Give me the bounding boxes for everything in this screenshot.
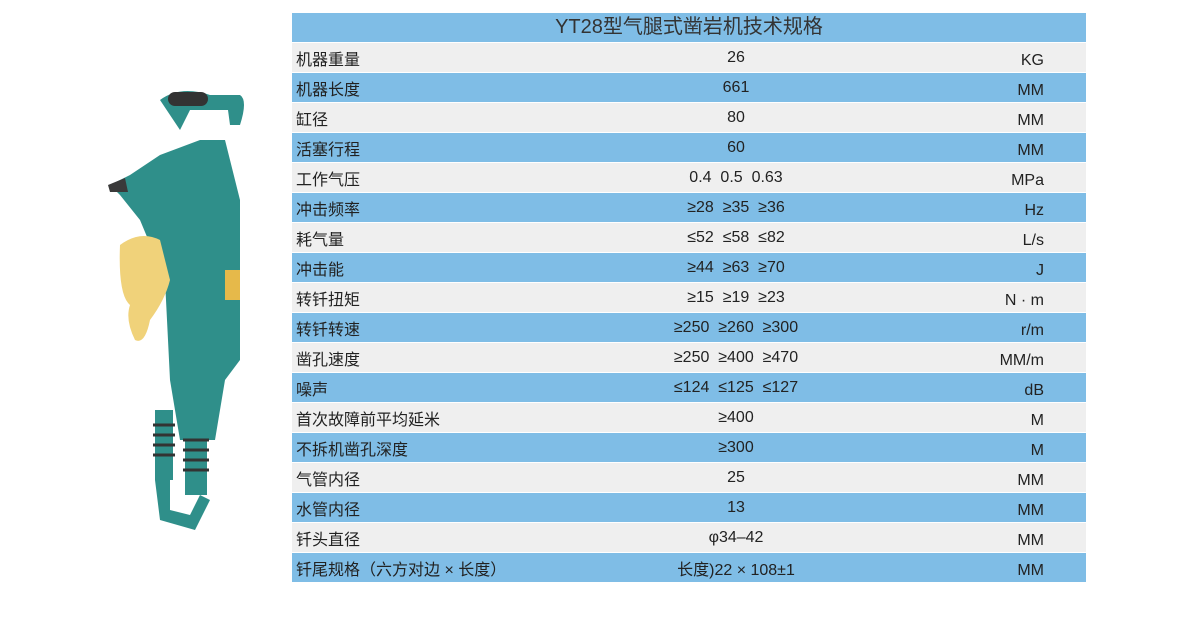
param-value: 13 xyxy=(727,498,745,516)
param-name: 工作气压 xyxy=(296,171,361,189)
table-title: YT28型气腿式凿岩机技术规格 xyxy=(292,13,1086,43)
table-row: 气管内径 25 MM xyxy=(292,463,1086,493)
table-row: 工作气压 0.4 0.5 0.63 MPa xyxy=(292,163,1086,193)
table-row: 耗气量 ≤52 ≤58 ≤82 L/s xyxy=(292,223,1086,253)
param-unit: r/m xyxy=(1020,321,1044,339)
param-unit: N · m xyxy=(1004,291,1044,309)
param-name: 缸径 xyxy=(296,111,329,129)
param-unit: MM/m xyxy=(999,351,1044,369)
table-row: 首次故障前平均延米 ≥400 M xyxy=(292,403,1086,433)
param-unit: dB xyxy=(1024,381,1044,399)
param-name: 噪声 xyxy=(296,381,329,399)
param-name: 转钎转速 xyxy=(296,321,361,339)
param-name: 不拆机凿孔深度 xyxy=(296,441,409,459)
param-unit: MM xyxy=(1017,471,1044,489)
param-unit: MM xyxy=(1017,141,1044,159)
param-unit: Hz xyxy=(1024,201,1044,219)
param-name: 机器重量 xyxy=(296,51,361,69)
param-unit: M xyxy=(1030,411,1044,429)
table-row: 噪声 ≤124 ≤125 ≤127 dB xyxy=(292,373,1086,403)
param-value: 60 xyxy=(727,138,745,156)
param-value: ≥15 ≥19 ≥23 xyxy=(687,288,785,306)
param-value: 26 xyxy=(727,48,745,66)
param-unit: MM xyxy=(1017,111,1044,129)
table-row: 机器长度 661 MM xyxy=(292,73,1086,103)
param-value: ≥300 xyxy=(718,438,754,456)
param-name: 气管内径 xyxy=(296,471,361,489)
table-row: 转钎扭矩 ≥15 ≥19 ≥23 N · m xyxy=(292,283,1086,313)
param-unit: J xyxy=(1036,261,1044,279)
table-row: 钎头直径 φ34–42 MM xyxy=(292,523,1086,553)
table-row: 不拆机凿孔深度 ≥300 M xyxy=(292,433,1086,463)
param-value: ≤124 ≤125 ≤127 xyxy=(673,378,799,396)
table-row: 冲击频率 ≥28 ≥35 ≥36 Hz xyxy=(292,193,1086,223)
param-name: 冲击能 xyxy=(296,261,345,279)
param-unit: MM xyxy=(1017,531,1044,549)
param-name: 首次故障前平均延米 xyxy=(296,411,441,429)
spec-table: YT28型气腿式凿岩机技术规格 机器重量 26 KG 机器长度 661 MM 缸径 80 MM 活… xyxy=(292,13,1086,583)
param-value: 25 xyxy=(727,468,745,486)
param-unit: MM xyxy=(1017,561,1044,579)
rock-drill-image xyxy=(108,91,244,530)
param-name: 活塞行程 xyxy=(296,141,361,159)
param-name: 耗气量 xyxy=(296,231,345,249)
param-name: 凿孔速度 xyxy=(296,351,361,369)
table-row: 冲击能 ≥44 ≥63 ≥70 J xyxy=(292,253,1086,283)
param-unit: KG xyxy=(1020,51,1044,69)
param-name: 冲击频率 xyxy=(296,201,361,219)
table-row: 机器重量 26 KG xyxy=(292,43,1086,73)
param-value: φ34–42 xyxy=(708,528,764,546)
param-value: 80 xyxy=(727,108,745,126)
table-row: 钎尾规格（六方对边 × 长度） 长度)22 × 108±1 MM xyxy=(292,553,1086,583)
param-unit: MPa xyxy=(1011,171,1044,189)
param-name: 水管内径 xyxy=(296,501,361,519)
param-unit: L/s xyxy=(1022,231,1044,249)
param-unit: M xyxy=(1030,441,1044,459)
param-value: ≥28 ≥35 ≥36 xyxy=(687,198,785,216)
table-row: 水管内径 13 MM xyxy=(292,493,1086,523)
param-name: 机器长度 xyxy=(296,81,361,99)
table-row: 转钎转速 ≥250 ≥260 ≥300 r/m xyxy=(292,313,1086,343)
param-value: ≤52 ≤58 ≤82 xyxy=(687,228,785,246)
table-row: 活塞行程 60 MM xyxy=(292,133,1086,163)
table-row: 凿孔速度 ≥250 ≥400 ≥470 MM/m xyxy=(292,343,1086,373)
table-row: 缸径 80 MM xyxy=(292,103,1086,133)
param-unit: MM xyxy=(1017,81,1044,99)
param-value: ≥250 ≥400 ≥470 xyxy=(673,348,799,366)
param-value: 661 xyxy=(722,78,750,96)
param-value: ≥250 ≥260 ≥300 xyxy=(673,318,799,336)
param-name: 钎尾规格（六方对边 × 长度） xyxy=(296,561,507,579)
param-name: 钎头直径 xyxy=(296,531,361,549)
param-value: 长度)22 × 108±1 xyxy=(677,561,795,579)
param-unit: MM xyxy=(1017,501,1044,519)
param-name: 转钎扭矩 xyxy=(296,291,361,309)
param-value: ≥44 ≥63 ≥70 xyxy=(687,258,785,276)
param-value: 0.4 0.5 0.63 xyxy=(689,168,783,186)
param-value: ≥400 xyxy=(718,408,754,426)
